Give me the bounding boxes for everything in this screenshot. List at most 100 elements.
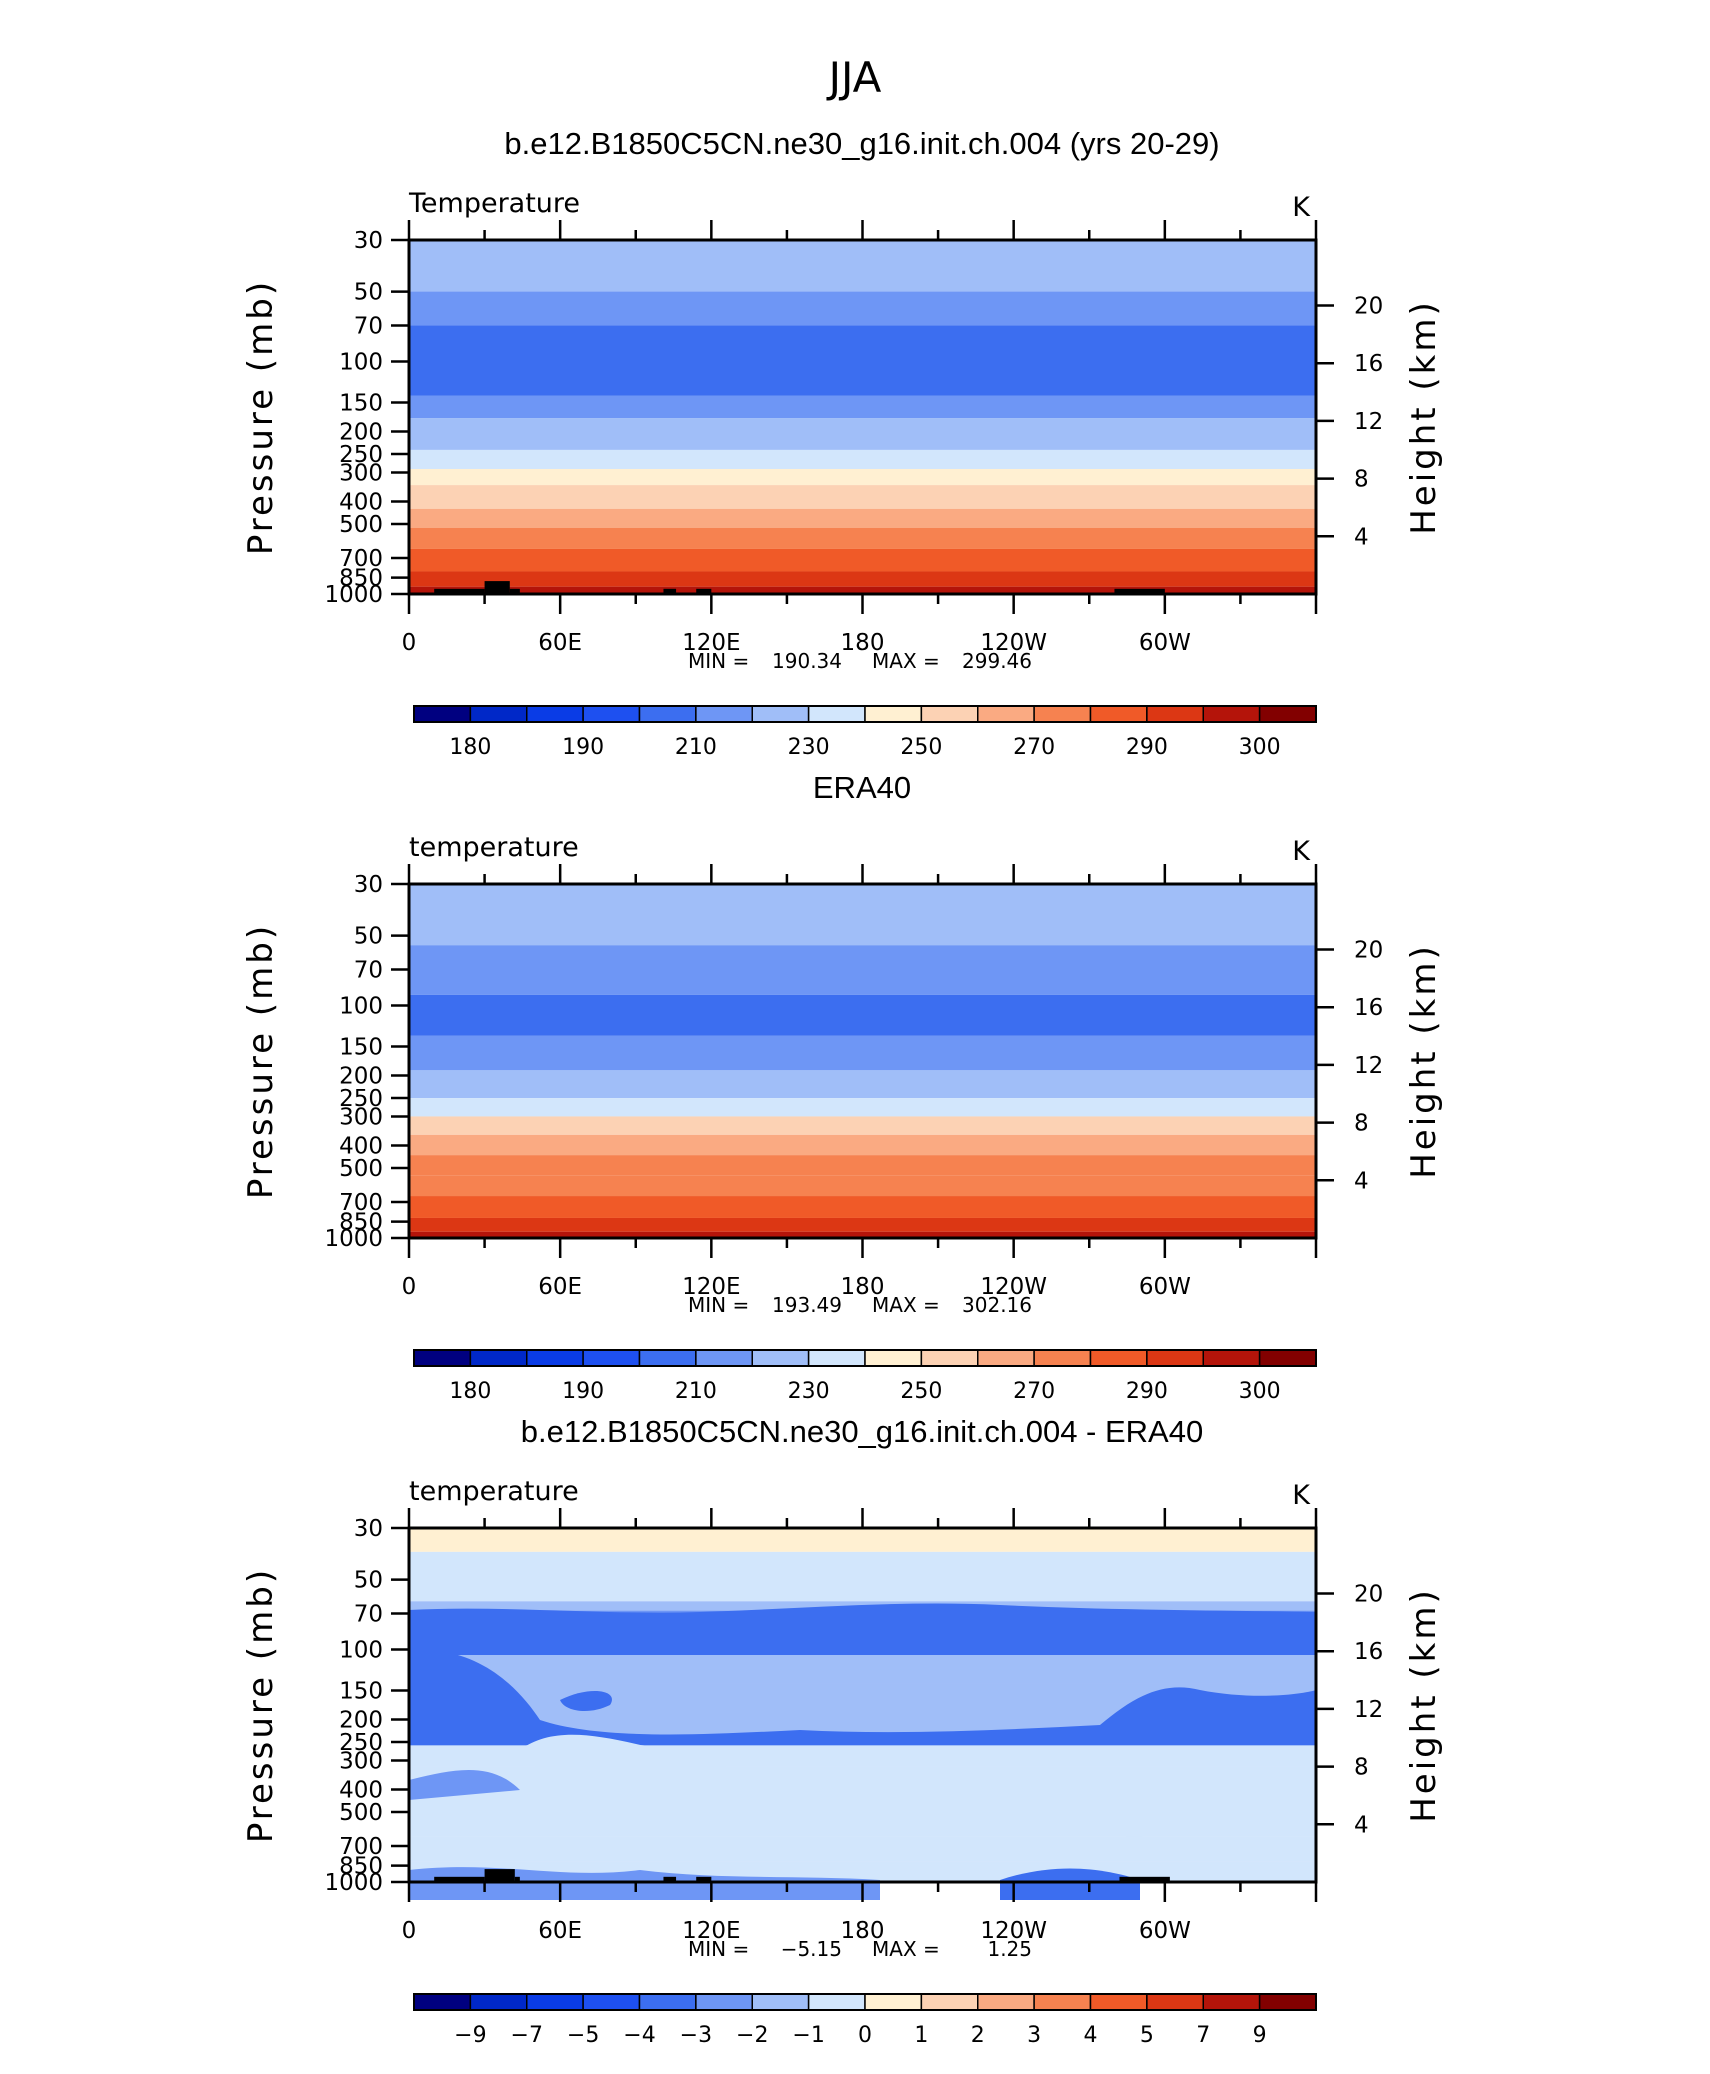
panel-title: b.e12.B1850C5CN.ne30_g16.init.ch.004 (yr…: [504, 126, 1219, 161]
y-tick-label: 500: [339, 1156, 383, 1182]
colorbar-label: 180: [449, 1379, 491, 1404]
colorbar-label: 1: [914, 2023, 928, 2048]
colorbar-label: 180: [449, 735, 491, 760]
x-tick-label: 180: [841, 630, 885, 656]
colorbar-box: [1089, 705, 1148, 723]
y-tick-label: 250: [339, 442, 383, 468]
contour-band: [409, 449, 1316, 470]
y-axis-label: Pressure (mb): [241, 1567, 281, 1843]
colorbar-label: 9: [1253, 2023, 1267, 2048]
contour-band: [409, 884, 1316, 946]
colorbar-label: 0: [858, 2023, 872, 2048]
contour-band: [409, 1098, 1316, 1117]
y-tick-label: 400: [339, 1777, 383, 1803]
y-tick-label: 70: [354, 958, 383, 984]
colorbar-label: 230: [788, 735, 830, 760]
colorbar-label: 2: [971, 2023, 985, 2048]
colorbar-box: [638, 1349, 697, 1367]
units-label: K: [1292, 836, 1311, 867]
panel-title: b.e12.B1850C5CN.ne30_g16.init.ch.004 - E…: [521, 1414, 1203, 1449]
y-right-tick-label: 16: [1354, 995, 1383, 1021]
y-right-tick-label: 12: [1354, 1053, 1383, 1079]
colorbar-frame: [413, 1993, 1317, 2011]
contour-band: [409, 586, 1316, 594]
colorbar-label: −2: [736, 2023, 768, 2048]
contour-band: [409, 1649, 1316, 1745]
colorbar-box: [920, 1349, 979, 1367]
colorbar-box: [469, 1993, 528, 2011]
colorbar-box: [1033, 1993, 1092, 2011]
colorbar-label: −9: [454, 2023, 486, 2048]
terrain-mask: [484, 581, 510, 594]
terrain-mask: [484, 1869, 515, 1882]
contour-band: [409, 1231, 1316, 1238]
x-tick-label: 120W: [980, 1274, 1047, 1300]
y-right-tick-label: 8: [1354, 1755, 1369, 1781]
y-tick-label: 150: [339, 390, 383, 416]
terrain-mask: [696, 588, 712, 594]
x-tick-label: 120E: [682, 630, 740, 656]
y-tick-label: 1000: [324, 582, 383, 608]
contour-band: [409, 1770, 520, 1800]
contour-band: [520, 1734, 1000, 1830]
colorbar-box: [1202, 1993, 1261, 2011]
y-tick-label: 850: [339, 1210, 383, 1236]
x-tick-label: 0: [402, 1918, 417, 1944]
y-tick-label: 200: [339, 1708, 383, 1734]
y-tick-label: 1000: [324, 1226, 383, 1252]
y-right-tick-label: 8: [1354, 467, 1369, 493]
colorbar-box: [526, 705, 584, 723]
y-right-tick-label: 20: [1354, 294, 1383, 320]
colorbar-label: −5: [567, 2023, 599, 2048]
colorbar-label: 270: [1013, 735, 1055, 760]
colorbar-label: 5: [1140, 2023, 1154, 2048]
colorbar-box: [1258, 1993, 1317, 2011]
max-label: MAX =: [872, 649, 940, 673]
contour-band: [1120, 1788, 1170, 1860]
contour-band: [409, 418, 1316, 450]
units-label: K: [1292, 1480, 1311, 1511]
x-tick-label: 120E: [682, 1918, 740, 1944]
max-value: 302.16: [962, 1293, 1032, 1317]
x-tick-label: 60W: [1139, 1918, 1191, 1944]
y-right-axis-label: Height (km): [1404, 299, 1444, 535]
contour-band: [409, 1836, 1316, 1862]
y-right-tick-label: 20: [1354, 1582, 1383, 1608]
colorbar-box: [1146, 705, 1204, 723]
contour-band: [409, 1196, 1316, 1218]
contour-band: [409, 1155, 1316, 1176]
x-tick-label: 60E: [538, 1918, 582, 1944]
y-tick-label: 100: [339, 994, 383, 1020]
colorbar-box: [1202, 705, 1261, 723]
y-tick-label: 150: [339, 1034, 383, 1060]
y-tick-label: 250: [339, 1086, 383, 1112]
colorbar-box: [638, 1993, 697, 2011]
panel-title: ERA40: [813, 770, 911, 805]
y-tick-label: 700: [339, 546, 383, 572]
x-tick-label: 60W: [1139, 1274, 1191, 1300]
colorbar-box: [751, 1993, 810, 2011]
max-value: 1.25: [987, 1937, 1032, 1961]
y-tick-label: 700: [339, 1834, 383, 1860]
contour-band: [409, 1116, 1316, 1135]
contour-band: [409, 485, 1316, 509]
colorbar-box: [1258, 1349, 1317, 1367]
contour-band: [409, 1603, 1316, 1655]
colorbar-box: [695, 1993, 753, 2011]
y-tick-label: 500: [339, 1800, 383, 1826]
contour-band: [409, 994, 1316, 1036]
y-tick-label: 30: [354, 872, 383, 898]
colorbar-box: [864, 1993, 923, 2011]
y-tick-label: 700: [339, 1190, 383, 1216]
colorbar-box: [1146, 1349, 1204, 1367]
colorbar-label: 4: [1084, 2023, 1098, 2048]
contour-band: [409, 291, 1316, 326]
panel-1: b.e12.B1850C5CN.ne30_g16.init.ch.004 (yr…: [241, 126, 1444, 760]
colorbar-box: [469, 705, 528, 723]
colorbar-label: 210: [675, 1379, 717, 1404]
x-tick-label: 180: [841, 1918, 885, 1944]
contour-band: [409, 527, 1316, 549]
colorbar-box: [582, 1349, 641, 1367]
colorbar-label: 250: [900, 735, 942, 760]
